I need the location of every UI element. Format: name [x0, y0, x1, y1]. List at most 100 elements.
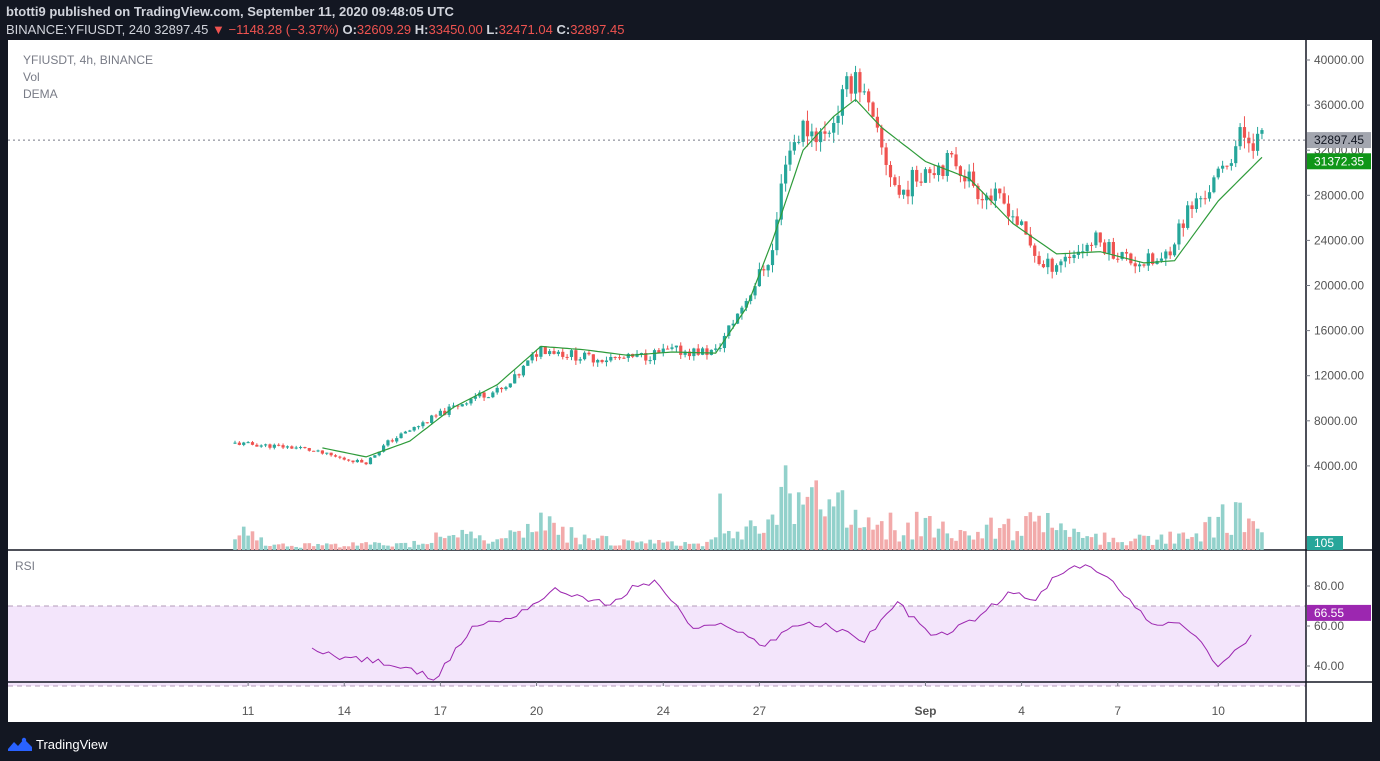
volume-bar — [1164, 543, 1168, 550]
candle-body — [364, 462, 368, 465]
candle-body — [482, 392, 486, 398]
volume-bar — [1185, 538, 1190, 550]
candle-body — [534, 354, 539, 357]
last-price-label-box — [1307, 132, 1371, 149]
candle-body — [360, 459, 364, 463]
volume-bar — [871, 529, 875, 550]
candle-body — [670, 347, 674, 349]
candle-body — [679, 345, 683, 355]
candle-body — [395, 438, 399, 442]
price-tick-label: 28000.00 — [1314, 188, 1364, 202]
volume-bar — [1198, 541, 1203, 550]
chart-svg[interactable]: 44000.0040000.0036000.0032000.0028000.00… — [8, 40, 1372, 722]
candle-body — [971, 171, 976, 186]
candle-body — [993, 188, 997, 201]
candle-body — [919, 181, 923, 183]
volume-bar — [845, 527, 849, 550]
time-tick-label: 14 — [338, 704, 352, 718]
candle-body — [893, 177, 897, 186]
volume-bar — [923, 517, 928, 550]
candle-body — [237, 442, 241, 445]
candle-body — [1085, 244, 1089, 252]
candle-body — [1033, 245, 1037, 256]
candle-body — [1081, 251, 1085, 253]
price-tick-label: 40000.00 — [1314, 53, 1364, 67]
candle-body — [674, 345, 678, 348]
candle-body — [735, 313, 740, 324]
volume-bar — [635, 542, 639, 550]
candle-body — [268, 444, 272, 448]
candle-body — [1107, 242, 1111, 254]
volume-bar — [285, 546, 290, 550]
candle-body — [272, 444, 276, 448]
candle-body — [574, 350, 578, 361]
candle-body — [259, 445, 263, 447]
volume-bar — [1220, 504, 1225, 550]
candle-body — [888, 164, 893, 178]
candle-body — [596, 360, 600, 363]
candle-body — [1046, 258, 1050, 268]
volume-bar — [657, 540, 661, 550]
price-tick-label: 16000.00 — [1314, 324, 1364, 338]
volume-bar — [810, 487, 814, 550]
volume-bar — [862, 527, 867, 550]
candle-body — [587, 352, 591, 355]
candle-body — [556, 351, 560, 354]
candle-body — [639, 353, 644, 355]
rsi-tick-label: 80.00 — [1314, 579, 1344, 593]
tradingview-logo[interactable]: TradingView — [8, 735, 108, 753]
volume-bar — [622, 539, 626, 550]
volume-bar — [766, 519, 770, 550]
volume-bar — [840, 490, 845, 550]
rsi-line — [311, 564, 1252, 681]
volume-bar — [901, 535, 906, 550]
volume-bar — [1111, 537, 1116, 550]
volume-bar — [276, 544, 281, 550]
candle-body — [1181, 223, 1185, 228]
volume-bar — [674, 545, 679, 550]
candle-body — [753, 286, 757, 296]
rsi-band — [8, 606, 1306, 686]
volume-bar — [263, 545, 268, 550]
volume-bar — [1094, 533, 1098, 550]
candle-body — [434, 415, 438, 417]
volume-bar — [897, 541, 902, 550]
volume-bar — [722, 533, 727, 550]
candle-body — [1255, 133, 1260, 151]
volume-bar — [879, 521, 884, 550]
volume-bar — [241, 526, 246, 550]
candle-body — [849, 76, 853, 94]
volume-bar — [464, 533, 469, 550]
candle-body — [504, 387, 508, 390]
time-tick-label: 7 — [1114, 704, 1121, 718]
chart-area[interactable]: 44000.0040000.0036000.0032000.0028000.00… — [8, 40, 1372, 722]
candle-body — [1124, 252, 1129, 254]
candle-body — [1041, 264, 1046, 268]
volume-bar — [727, 530, 731, 550]
candle-body — [1203, 198, 1207, 200]
volume-bar — [866, 517, 871, 550]
volume-bar — [792, 524, 797, 550]
volume-bar — [906, 522, 910, 550]
volume-bar — [936, 528, 941, 550]
candle-body — [460, 404, 464, 407]
volume-bar — [643, 543, 648, 550]
rsi-tick-label: 60.00 — [1314, 619, 1344, 633]
candle-body — [1037, 255, 1041, 265]
volume-bar — [954, 540, 958, 550]
candle-body — [714, 348, 718, 350]
volume-bar — [941, 521, 945, 550]
candle-body — [578, 359, 582, 361]
volume-bar — [359, 543, 364, 550]
volume-bar — [1015, 531, 1020, 550]
candle-body — [1068, 256, 1072, 259]
volume-bar — [888, 512, 893, 550]
high-label: H: — [414, 22, 429, 37]
candle-body — [1168, 251, 1172, 256]
volume-bar — [980, 538, 985, 550]
volume-bar — [373, 542, 377, 550]
volume-bar — [460, 529, 465, 550]
down-arrow-icon: ▼ — [211, 22, 225, 37]
candle-body — [469, 398, 473, 404]
candle-body — [333, 455, 338, 457]
